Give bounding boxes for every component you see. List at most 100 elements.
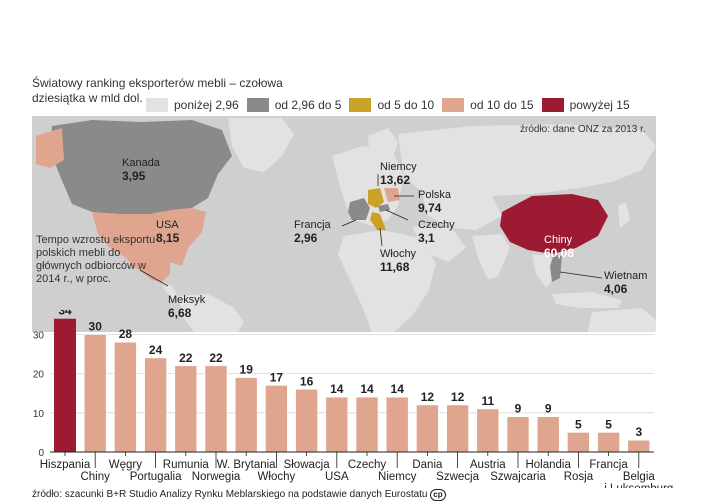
bar (567, 432, 590, 453)
world-map (36, 118, 656, 332)
bar-value-label: 11 (481, 394, 494, 408)
chart-source: źródło: szacunki B+R Studio Analizy Rynk… (32, 489, 446, 501)
category-label: Belgia (623, 471, 656, 483)
leader-meksyk (139, 269, 169, 287)
land-czech (378, 204, 390, 212)
bar (627, 439, 651, 453)
land-uk (344, 170, 354, 192)
bar-value-label: 12 (451, 390, 465, 404)
bar-value-label: 5 (605, 417, 612, 431)
y-tick-label: 0 (38, 448, 44, 459)
copyright-logo: cp (430, 489, 446, 501)
legend-label: od 5 do 10 (377, 98, 435, 112)
y-tick-label: 10 (33, 409, 45, 420)
value-labels: 34 30 28 24 22 22 19 17 16 14 14 14 12 12 11 9 9 5 5 3 (58, 310, 642, 439)
category-label: Holandia (525, 459, 571, 471)
category-labels: HiszpaniaChinyWęgryPortugaliaRumuniaNorw… (40, 452, 673, 488)
category-label: Francja (589, 459, 628, 471)
land-south-america (178, 294, 244, 332)
legend-swatch (146, 98, 168, 112)
land-australia (588, 308, 656, 332)
category-label: Portugalia (130, 471, 182, 483)
land-africa (338, 230, 436, 332)
legend-item-above: powyżej 15 (541, 98, 630, 112)
bar-value-label: 17 (270, 370, 284, 384)
gridlines (50, 333, 654, 414)
legend-label: powyżej 15 (569, 98, 630, 112)
label-wietnam: Wietnam 4,06 (604, 270, 648, 296)
category-label: Czechy (348, 459, 387, 471)
legend-swatch (246, 98, 269, 112)
label-usa: USA 8,15 (156, 219, 180, 245)
source-text: źródło: szacunki B+R Studio Analizy Rynk… (32, 489, 428, 500)
category-label: Szwecja (436, 471, 479, 483)
land-se-asia (532, 254, 556, 288)
bar (234, 377, 258, 453)
bar (355, 396, 379, 453)
label-meksyk: Meksyk 6,68 (168, 294, 206, 320)
bar (536, 416, 560, 453)
land-canada (50, 120, 232, 214)
label-chiny: Chiny 60,08 (544, 234, 575, 260)
legend-swatch (442, 98, 465, 112)
leader-lines (139, 174, 603, 287)
bar-value-label: 22 (209, 351, 223, 365)
bar (506, 416, 530, 453)
growth-bar-chart: 0 10 20 30 34 30 28 24 22 22 19 17 16 14 14 14 12 12 11 9 9… (33, 310, 673, 488)
legend-item-2-5: od 2,96 do 5 (246, 98, 341, 112)
legend-item-10-15: od 10 do 15 (442, 98, 534, 112)
bar (174, 365, 198, 453)
bar (325, 396, 349, 453)
bar-value-label: 19 (240, 363, 254, 377)
category-label: Włochy (258, 471, 296, 483)
leader-francja (341, 219, 357, 227)
y-axis-ticks: 0 10 20 30 (33, 330, 45, 459)
label-niemcy: Niemcy 13,62 (380, 161, 417, 187)
map-source: źródło: dane ONZ za 2013 r. (520, 124, 646, 135)
category-label: Dania (412, 459, 443, 471)
land-indonesia (552, 292, 622, 308)
land-greenland (228, 118, 294, 172)
legend-item-5-10: od 5 do 10 (349, 98, 434, 112)
land-china (500, 194, 608, 254)
bar-value-label: 3 (635, 425, 642, 439)
category-label: Niemcy (378, 471, 417, 483)
y-tick-label: 20 (33, 370, 45, 381)
category-label: i Luksemburg (604, 483, 673, 488)
legend-swatch (541, 98, 564, 112)
bar-value-label: 5 (575, 417, 582, 431)
category-label: Rumunia (163, 459, 210, 471)
bar-value-label: 24 (149, 343, 163, 357)
land-germany (368, 188, 384, 208)
category-label: Austria (470, 459, 506, 471)
growth-chart-title: Tempo wzrostu eksportu polskich mebli do… (36, 234, 156, 285)
land-mexico (126, 254, 170, 282)
land-india (472, 234, 510, 280)
bar-value-label: 16 (300, 374, 314, 388)
land-central-america (162, 282, 178, 298)
bar-value-label: 28 (119, 327, 133, 341)
category-label: Rosja (564, 471, 594, 483)
legend-label: poniżej 2,96 (174, 98, 239, 112)
leader-wietnam (559, 271, 603, 279)
category-label: Norwegia (192, 471, 241, 483)
bar (114, 341, 137, 453)
label-kanada: Kanada 3,95 (122, 157, 160, 183)
land-alaska (36, 128, 64, 168)
map-title: Światowy ranking eksporterów mebli – czo… (32, 76, 283, 105)
bar (144, 357, 167, 453)
bar (597, 432, 620, 453)
bar-value-label: 22 (179, 351, 193, 365)
label-czechy: Czechy 3,1 (418, 219, 455, 245)
bar (204, 365, 228, 453)
bar-value-label: 14 (330, 382, 344, 396)
bar-value-label: 14 (360, 382, 374, 396)
category-label: Szwajcaria (490, 471, 546, 483)
label-polska: Polska 9,74 (418, 189, 452, 215)
category-label: Chiny (80, 471, 110, 483)
land-vietnam (550, 254, 562, 282)
bar (416, 404, 439, 453)
bar (446, 404, 469, 453)
bar-value-label: 30 (89, 319, 103, 333)
y-tick-label: 30 (33, 330, 45, 341)
